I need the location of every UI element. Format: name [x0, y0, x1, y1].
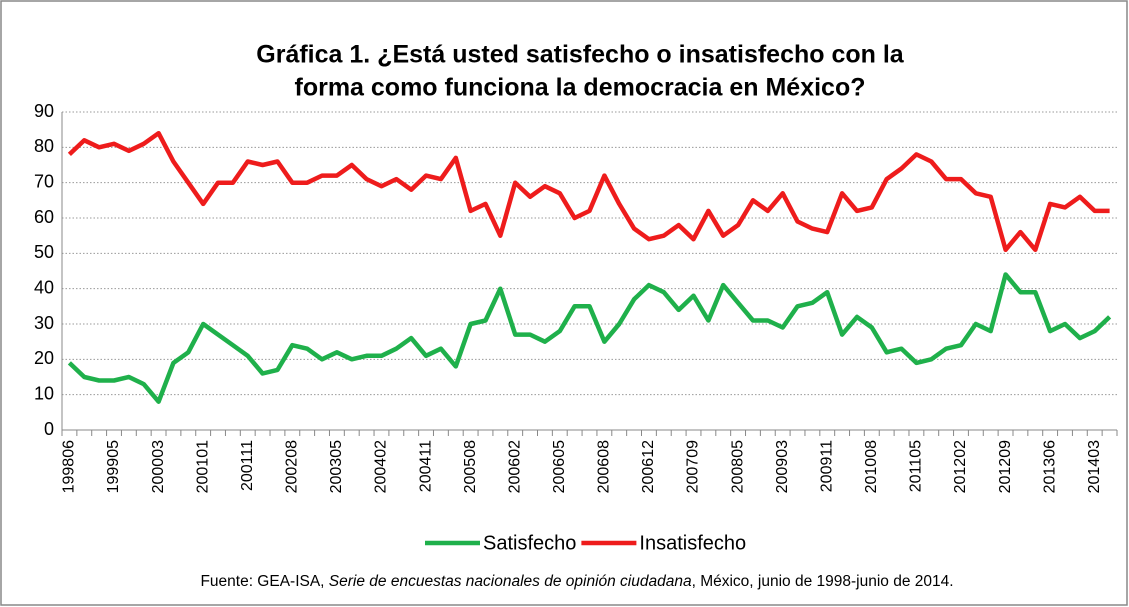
- y-tick-label: 20: [34, 348, 54, 368]
- y-tick-label: 0: [44, 419, 54, 439]
- y-tick-label: 80: [34, 136, 54, 156]
- y-tick-label: 10: [34, 383, 54, 403]
- x-tick-label: 200003: [150, 440, 167, 493]
- y-tick-label: 90: [34, 101, 54, 121]
- x-tick-label: 199905: [105, 440, 122, 493]
- x-tick-label: 200305: [328, 440, 345, 493]
- y-tick-label: 50: [34, 242, 54, 262]
- x-tick-label: 201008: [863, 440, 880, 493]
- legend-label: Satisfecho: [483, 532, 576, 554]
- x-tick-label: 200111: [239, 440, 256, 491]
- x-tick-label: 200903: [774, 440, 791, 493]
- legend-label: Insatisfecho: [639, 532, 746, 554]
- x-tick-label: 200411: [417, 440, 434, 492]
- y-tick-label: 70: [34, 171, 54, 191]
- x-tick-label: 200911: [818, 440, 835, 492]
- x-tick-label: 200208: [284, 440, 301, 493]
- y-tick-label: 60: [34, 207, 54, 227]
- x-tick-label: 200602: [506, 440, 523, 493]
- y-tick-label: 30: [34, 313, 54, 333]
- x-tick-label: 199806: [61, 440, 78, 493]
- x-tick-label: 201403: [1086, 440, 1103, 493]
- x-tick-label: 200101: [194, 440, 211, 493]
- x-tick-label: 200805: [729, 440, 746, 493]
- chart-title: forma como funciona la democracia en Méx…: [295, 74, 866, 102]
- chart-title: Gráfica 1. ¿Está usted satisfecho o insa…: [256, 41, 905, 69]
- x-tick-label: 201105: [908, 440, 925, 492]
- x-tick-label: 200608: [596, 440, 613, 493]
- x-tick-label: 200402: [373, 440, 390, 493]
- x-tick-label: 200612: [640, 440, 657, 493]
- x-tick-label: 201209: [997, 440, 1014, 493]
- x-tick-label: 201306: [1041, 440, 1058, 493]
- x-tick-label: 200709: [685, 440, 702, 493]
- source-note: Fuente: GEA-ISA, Serie de encuestas naci…: [200, 573, 953, 590]
- y-tick-label: 40: [34, 277, 54, 297]
- source-text: Fuente: GEA-ISA,: [200, 573, 328, 590]
- source-text: Serie de encuestas nacionales de opinión…: [329, 573, 692, 590]
- x-tick-label: 200508: [462, 440, 479, 493]
- data-line: [67, 272, 1112, 404]
- source-text: , México, junio de 1998-junio de 2014.: [692, 573, 954, 590]
- x-tick-label: 200605: [551, 440, 568, 493]
- x-tick-label: 201202: [952, 440, 969, 493]
- data-line: [67, 130, 1110, 253]
